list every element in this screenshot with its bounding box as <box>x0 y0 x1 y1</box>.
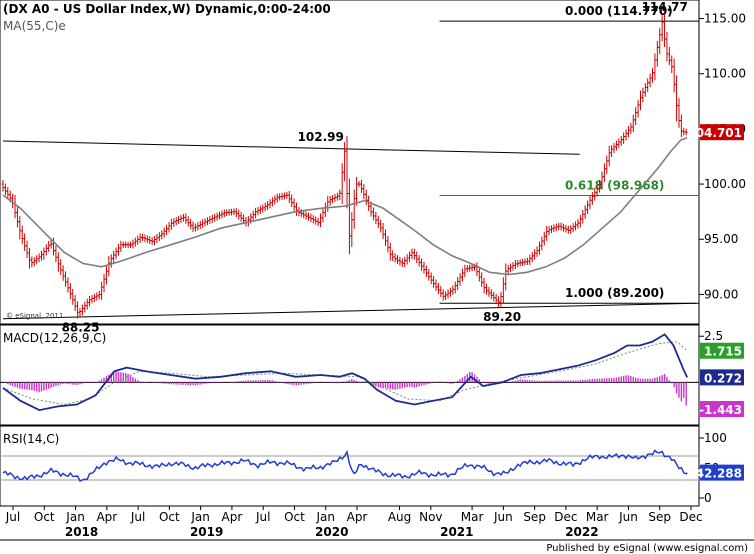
month-tick-label: Jan <box>315 510 335 524</box>
trendline <box>2 140 580 155</box>
month-tick-label: Sep <box>648 510 671 524</box>
month-tick-label: Mar <box>586 510 609 524</box>
month-tick-label: Apr <box>222 510 243 524</box>
macd-line <box>2 333 689 412</box>
month-tick-label: Jan <box>190 510 210 524</box>
month-tick-label: Oct <box>34 510 55 524</box>
fib-level-label: 1.000 (89.200) <box>565 286 664 300</box>
chart-title: (DX A0 - US Dollar Index,W) Dynamic,0:00… <box>3 2 331 16</box>
price-panel-frame <box>0 0 700 325</box>
year-tick-label: 2020 <box>315 525 348 539</box>
rsi-tick-label: 0 <box>704 491 712 505</box>
rsi-layer: 05010042.288 <box>0 431 744 505</box>
fib-level-label: 0.000 (114.770) <box>565 4 673 18</box>
rsi-panel-frame <box>0 425 700 507</box>
fib-level-label: 0.618 (98.968) <box>565 178 664 192</box>
swing-label: 89.20 <box>483 310 521 324</box>
macd-layer: 2.5 1.715 0.272 -1.443 <box>0 329 744 418</box>
year-tick-label: 2018 <box>65 525 98 539</box>
year-tick-label: 2022 <box>565 525 598 539</box>
rsi-line <box>2 449 688 482</box>
price-tick-label: 115.00 <box>704 12 746 26</box>
rsi-value-badge: 42.288 <box>696 467 742 481</box>
macd-signal-badge-bg <box>700 342 744 359</box>
price-tick-label: 90.00 <box>704 287 738 301</box>
rsi-value-badge-bg <box>700 464 744 481</box>
esignal-watermark: © eSignal, 2011 <box>6 312 63 320</box>
swing-label: 88.25 <box>62 321 100 335</box>
year-tick-label: 2021 <box>440 525 473 539</box>
last-price-badge: 104.701 <box>687 126 742 140</box>
month-tick-label: Jun <box>493 510 513 524</box>
x-axis: Jul Oct Jan Apr Jul Oct Jan Apr Jul Oct Jan Apr Aug N… <box>5 506 703 539</box>
month-tick-label: Jan <box>65 510 85 524</box>
month-tick-label: Mar <box>461 510 484 524</box>
macd-signal-badge: 1.715 <box>704 345 742 359</box>
price-tick-label: 100.00 <box>704 177 746 191</box>
ma-55-line <box>2 136 688 276</box>
month-tick-label: Oct <box>284 510 305 524</box>
last-price-badge-bg <box>700 124 744 141</box>
trendline <box>2 302 697 320</box>
macd-value-badge-bg <box>700 369 744 386</box>
macd-hist-badge: -1.443 <box>699 403 742 417</box>
rsi-tick-label: 100 <box>704 431 727 445</box>
macd-title: MACD(12,26,9,C) <box>3 331 106 345</box>
month-tick-label: Jul <box>130 510 145 524</box>
macd-value-badge: 0.272 <box>704 371 742 385</box>
month-tick-label: Jul <box>5 510 20 524</box>
year-tick-label: 2019 <box>190 525 223 539</box>
price-tick-label: 110.00 <box>704 67 746 81</box>
macd-hist-badge-bg <box>700 401 744 418</box>
month-tick-label: Apr <box>96 510 117 524</box>
swing-label: 102.99 <box>298 130 344 144</box>
price-layer: 90.0095.00100.00105.00110.00115.000.000 … <box>1 0 746 335</box>
month-tick-label: Jul <box>255 510 270 524</box>
swing-label: 114.77 <box>642 0 688 14</box>
month-tick-label: Aug <box>388 510 411 524</box>
month-tick-label: Jun <box>618 510 638 524</box>
month-tick-label: Sep <box>523 510 546 524</box>
month-tick-label: Apr <box>347 510 368 524</box>
month-tick-label: Nov <box>419 510 442 524</box>
publisher-credit: Published by eSignal (www.esignal.com) <box>546 543 748 554</box>
price-tick-label: 95.00 <box>704 232 738 246</box>
month-tick-label: Oct <box>159 510 180 524</box>
month-tick-label: Dec <box>554 510 577 524</box>
macd-tick-label: 2.5 <box>704 329 723 343</box>
rsi-title: RSI(14,C) <box>3 432 59 446</box>
month-tick-label: Dec <box>679 510 702 524</box>
ma-label: MA(55,C)e <box>3 19 66 33</box>
